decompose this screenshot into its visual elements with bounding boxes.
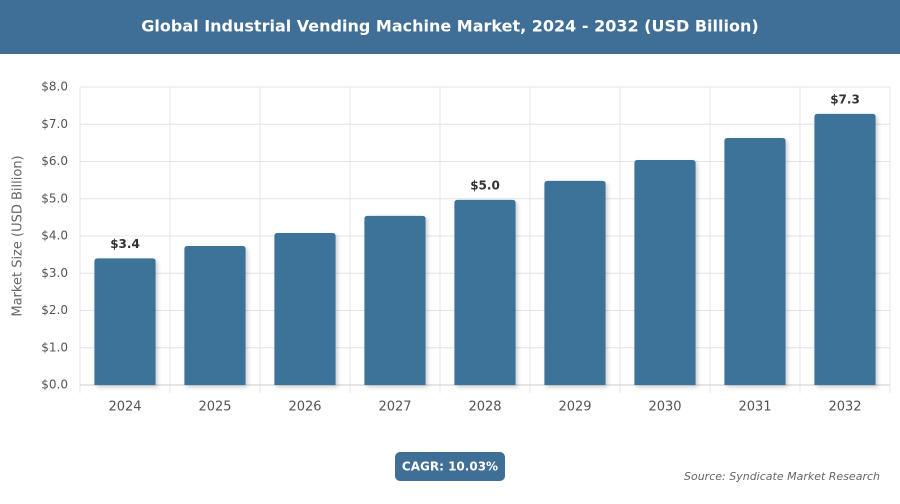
x-tick-label: 2030 [648,400,681,415]
y-tick-label: $6.0 [41,154,68,168]
y-tick-label: $7.0 [41,117,68,131]
bar [544,180,606,385]
y-tick-label: $4.0 [41,229,68,243]
value-label: $3.4 [110,237,140,251]
bar [814,113,876,385]
bar [274,233,336,385]
y-tick-label: $2.0 [41,303,68,317]
cagr-text: CAGR: 10.03% [402,460,498,474]
y-tick-label: $1.0 [41,340,68,354]
bar [94,258,156,385]
cagr-badge [395,452,505,481]
x-tick-label: 2029 [558,400,591,415]
x-tick-label: 2031 [738,400,771,415]
value-label: $7.3 [830,92,860,106]
x-tick-label: 2026 [288,400,321,415]
bar [634,160,696,385]
x-tick-label: 2025 [198,400,231,415]
x-tick-label: 2028 [468,400,501,415]
y-tick-label: $0.0 [41,378,68,392]
y-tick-label: $5.0 [41,191,68,205]
x-tick-label: 2032 [828,400,861,415]
header-bar [0,0,900,54]
y-axis-label: Market Size (USD Billion) [11,155,26,316]
source: Source: Syndicate Market Research [684,470,880,483]
value-label: $5.0 [470,178,500,192]
x-tick-label: 2027 [378,400,411,415]
chart-title: Global Industrial Vending Machine Market… [141,17,758,36]
bar [364,215,426,385]
bar [454,199,516,385]
y-tick-label: $3.0 [41,266,68,280]
bar [724,138,786,385]
x-tick-label: 2024 [108,400,141,415]
y-tick-label: $8.0 [41,80,68,94]
bar [184,246,246,385]
